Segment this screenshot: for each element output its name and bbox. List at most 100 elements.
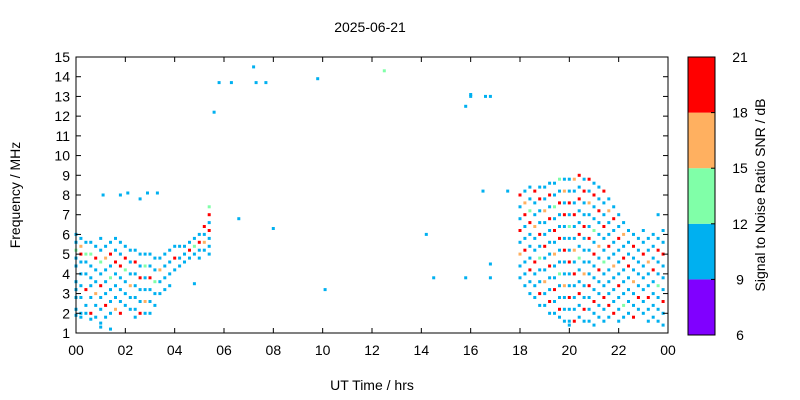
snr-cell	[597, 185, 601, 189]
x-tick-label: 22	[611, 342, 627, 358]
snr-cell	[597, 197, 601, 201]
snr-cell	[533, 189, 537, 193]
snr-cell	[533, 201, 537, 205]
snr-cell	[118, 288, 122, 292]
snr-cell	[562, 248, 566, 252]
snr-cell	[183, 252, 186, 256]
snr-cell	[636, 307, 640, 311]
snr-cell	[548, 181, 552, 185]
snr-cell	[153, 303, 157, 307]
snr-cell	[627, 264, 630, 268]
snr-cell	[602, 236, 606, 240]
snr-cell	[592, 276, 596, 280]
snr-cell	[84, 311, 88, 315]
colorbar-label: Signal to Noise Ratio SNR / dB	[752, 99, 768, 292]
snr-cell	[627, 300, 630, 303]
snr-cell	[582, 236, 586, 240]
snr-cell	[636, 248, 640, 252]
snr-cell	[518, 205, 522, 209]
snr-cell	[173, 256, 177, 260]
snr-cell	[562, 307, 566, 311]
snr-cell	[567, 213, 571, 217]
chart-title: 2025-06-21	[334, 19, 406, 35]
snr-cell	[661, 300, 665, 303]
snr-cell	[89, 284, 93, 288]
snr-cell	[553, 288, 556, 292]
snr-cell	[148, 311, 152, 315]
snr-cell	[481, 189, 485, 193]
snr-cell	[587, 296, 591, 299]
snr-cell	[192, 252, 196, 256]
snr-cell	[567, 189, 571, 193]
snr-cell	[558, 307, 561, 311]
snr-cell	[548, 300, 552, 303]
snr-cell	[533, 272, 537, 276]
snr-cell	[163, 264, 167, 268]
snr-cell	[656, 272, 660, 276]
snr-cell	[197, 232, 201, 236]
snr-cell	[587, 272, 591, 276]
snr-cell	[99, 272, 103, 276]
snr-cell	[651, 292, 655, 296]
snr-cell	[533, 213, 537, 217]
snr-cell	[548, 276, 552, 280]
snr-cell	[163, 288, 167, 292]
snr-cell	[582, 225, 586, 228]
snr-cell	[168, 260, 172, 264]
snr-cell	[188, 240, 191, 244]
snr-cell	[582, 260, 586, 264]
snr-cell	[168, 272, 172, 276]
snr-cell	[617, 272, 621, 276]
snr-cell	[237, 217, 241, 221]
snr-cell	[636, 284, 640, 288]
snr-cell	[567, 284, 571, 288]
snr-cell	[538, 244, 542, 248]
snr-cell	[661, 276, 665, 280]
snr-cell	[558, 248, 561, 252]
snr-cell	[84, 303, 88, 307]
snr-cell	[126, 191, 130, 195]
snr-cell	[202, 248, 206, 252]
snr-cell	[558, 236, 561, 240]
snr-cell	[99, 296, 103, 299]
snr-cell	[646, 260, 650, 264]
snr-cell	[104, 292, 108, 296]
y-tick-label: 7	[62, 207, 70, 223]
snr-cell	[641, 300, 645, 303]
snr-cell	[577, 197, 581, 201]
snr-cell	[592, 181, 596, 185]
x-tick-label: 04	[167, 342, 183, 358]
snr-cell	[577, 244, 581, 248]
snr-cell	[84, 288, 88, 292]
snr-cell	[641, 264, 645, 268]
snr-cell	[602, 319, 606, 323]
snr-cell	[553, 229, 556, 232]
snr-cell	[548, 240, 552, 244]
snr-cell	[212, 110, 216, 114]
snr-cell	[533, 248, 537, 252]
plot-frame	[75, 56, 669, 334]
snr-cell	[577, 268, 581, 272]
snr-cell	[602, 284, 606, 288]
snr-cell	[617, 284, 621, 288]
snr-cell	[597, 280, 601, 284]
snr-cell	[148, 252, 152, 256]
snr-cell	[118, 300, 122, 303]
snr-cell	[627, 276, 630, 280]
snr-cell	[252, 65, 256, 69]
snr-cell	[612, 252, 616, 256]
snr-cell	[202, 232, 206, 236]
snr-cell	[582, 248, 586, 252]
snr-cell	[528, 292, 532, 296]
x-tick-label: 08	[266, 342, 282, 358]
snr-cell	[89, 317, 93, 321]
colorbar-band	[688, 168, 715, 224]
snr-cell	[153, 280, 157, 284]
snr-cell	[163, 252, 167, 256]
snr-cell	[602, 296, 606, 299]
snr-cell	[651, 232, 655, 236]
snr-cell	[587, 201, 591, 205]
x-tick-label: 00	[68, 342, 84, 358]
y-tick-label: 2	[62, 305, 70, 321]
snr-cell	[538, 197, 542, 201]
